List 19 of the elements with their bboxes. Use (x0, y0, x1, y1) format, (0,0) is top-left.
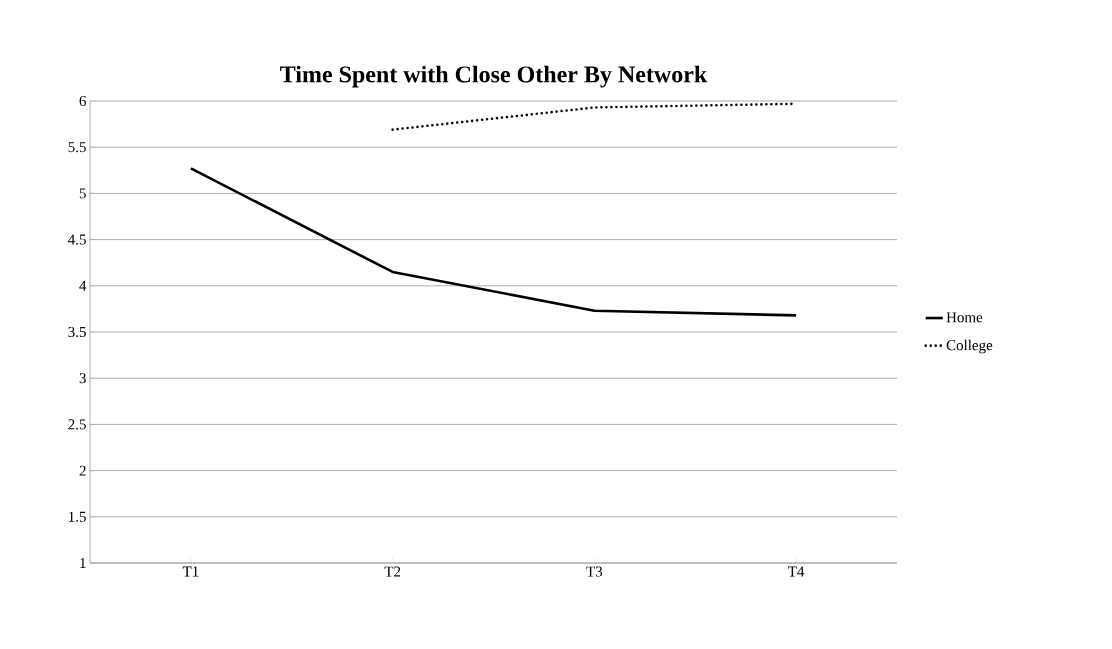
x-tick-label: T4 (788, 566, 805, 577)
line-series (189, 167, 798, 317)
y-tick-label: 3 (79, 373, 86, 384)
y-tick-label: 5.5 (68, 142, 86, 153)
chart-title: Time Spent with Close Other By Network (280, 65, 708, 88)
legend-label: Home (946, 312, 983, 323)
y-tick-label: 4 (79, 280, 87, 291)
y-tick-label: 3.5 (68, 326, 86, 338)
y-tick-label: 1.5 (69, 511, 86, 522)
y-tick-label: 4.5 (68, 234, 86, 245)
x-tick-label: T2 (384, 566, 401, 577)
y-tick-label: 5 (79, 188, 86, 199)
x-tick-label: T1 (182, 566, 199, 577)
legend-label: College (946, 339, 993, 354)
x-tick-label: T3 (586, 566, 603, 577)
y-tick-label: 1 (80, 558, 86, 568)
y-tick-label: 2.5 (68, 419, 86, 430)
y-tick-label: 2 (79, 465, 86, 476)
y-tick-label: 6 (79, 95, 87, 107)
